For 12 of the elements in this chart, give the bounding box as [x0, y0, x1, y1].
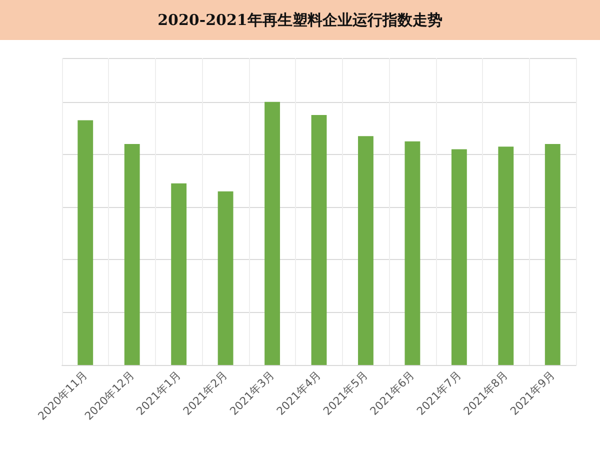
bar: [311, 115, 327, 365]
bar: [78, 120, 94, 365]
bar: [171, 183, 187, 365]
bar: [124, 144, 140, 365]
bar: [544, 144, 560, 365]
bar: [451, 149, 467, 365]
bar: [358, 136, 374, 365]
chart-title: 2020-2021年再生塑料企业运行指数走势: [0, 0, 600, 40]
bar: [218, 191, 234, 365]
bar: [498, 146, 514, 365]
bar: [264, 102, 280, 365]
bar: [404, 141, 420, 365]
